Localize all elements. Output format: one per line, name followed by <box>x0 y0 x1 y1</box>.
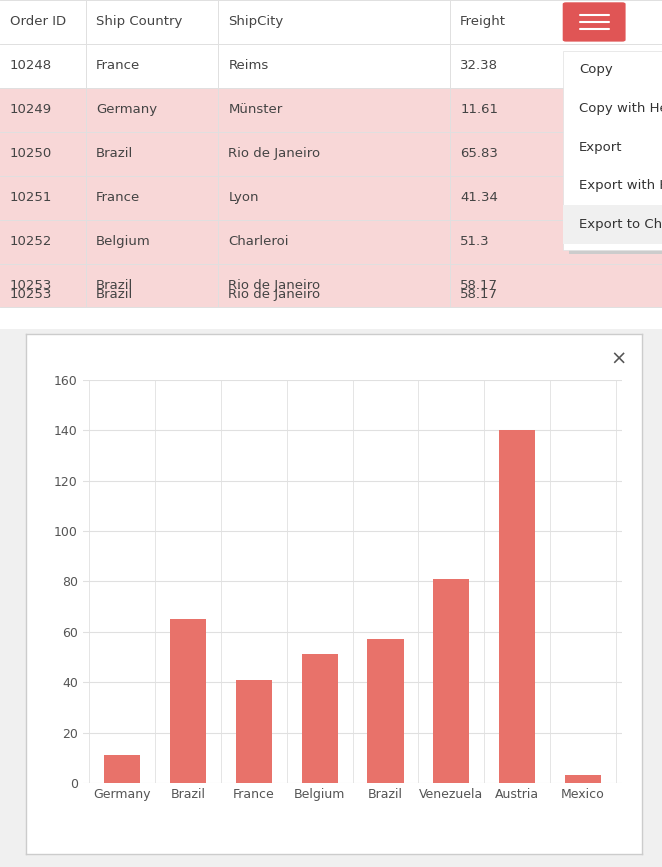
Text: 41.34: 41.34 <box>460 192 498 204</box>
Text: Belgium: Belgium <box>96 235 151 248</box>
FancyBboxPatch shape <box>0 44 662 88</box>
Text: Copy: Copy <box>579 63 613 76</box>
Bar <box>367 639 404 783</box>
Text: ShipCity: ShipCity <box>228 16 283 29</box>
Text: 11.61: 11.61 <box>460 103 498 116</box>
Bar <box>236 680 272 783</box>
FancyBboxPatch shape <box>0 264 662 308</box>
FancyBboxPatch shape <box>0 0 662 44</box>
Text: Copy with Headers: Copy with Headers <box>579 102 662 115</box>
Text: Freight: Freight <box>460 16 506 29</box>
Text: Brazil: Brazil <box>96 288 133 301</box>
FancyBboxPatch shape <box>563 3 626 42</box>
FancyBboxPatch shape <box>563 205 662 244</box>
Text: France: France <box>96 60 140 72</box>
Bar <box>433 579 469 783</box>
Bar <box>170 619 206 783</box>
Text: Export: Export <box>579 140 623 153</box>
Text: Rio de Janeiro: Rio de Janeiro <box>228 279 320 292</box>
Text: Export to Chart: Export to Chart <box>579 218 662 231</box>
FancyBboxPatch shape <box>0 176 662 219</box>
Text: Brazil: Brazil <box>96 147 133 160</box>
Text: 10253: 10253 <box>10 288 52 301</box>
Bar <box>301 655 338 783</box>
Bar <box>499 430 535 783</box>
Text: Order ID: Order ID <box>10 16 66 29</box>
Text: Lyon: Lyon <box>228 192 259 204</box>
Text: Ship Country: Ship Country <box>96 16 182 29</box>
Text: 32.38: 32.38 <box>460 60 498 72</box>
Bar <box>104 755 140 783</box>
Text: 10249: 10249 <box>10 103 52 116</box>
Text: 58.17: 58.17 <box>460 279 498 292</box>
Text: ×: × <box>610 349 627 368</box>
Text: 65.83: 65.83 <box>460 147 498 160</box>
Text: Export with Headers: Export with Headers <box>579 179 662 192</box>
Text: 51.3: 51.3 <box>460 235 490 248</box>
FancyBboxPatch shape <box>0 132 662 176</box>
FancyBboxPatch shape <box>569 54 662 254</box>
Text: 10252: 10252 <box>10 235 52 248</box>
Text: Münster: Münster <box>228 103 283 116</box>
FancyBboxPatch shape <box>0 219 662 264</box>
Text: Brazil: Brazil <box>96 279 133 292</box>
Text: 10251: 10251 <box>10 192 52 204</box>
Text: France: France <box>96 192 140 204</box>
FancyBboxPatch shape <box>563 50 662 251</box>
Text: Reims: Reims <box>228 60 269 72</box>
Text: Rio de Janeiro: Rio de Janeiro <box>228 147 320 160</box>
FancyBboxPatch shape <box>0 0 662 329</box>
Text: Rio de Janeiro: Rio de Janeiro <box>228 288 320 301</box>
Text: 10250: 10250 <box>10 147 52 160</box>
Text: 10248: 10248 <box>10 60 52 72</box>
Text: Germany: Germany <box>96 103 157 116</box>
Text: 10253: 10253 <box>10 279 52 292</box>
Text: 58.17: 58.17 <box>460 288 498 301</box>
FancyBboxPatch shape <box>0 88 662 132</box>
Bar <box>565 775 601 783</box>
Text: Charleroi: Charleroi <box>228 235 289 248</box>
FancyBboxPatch shape <box>0 281 450 308</box>
